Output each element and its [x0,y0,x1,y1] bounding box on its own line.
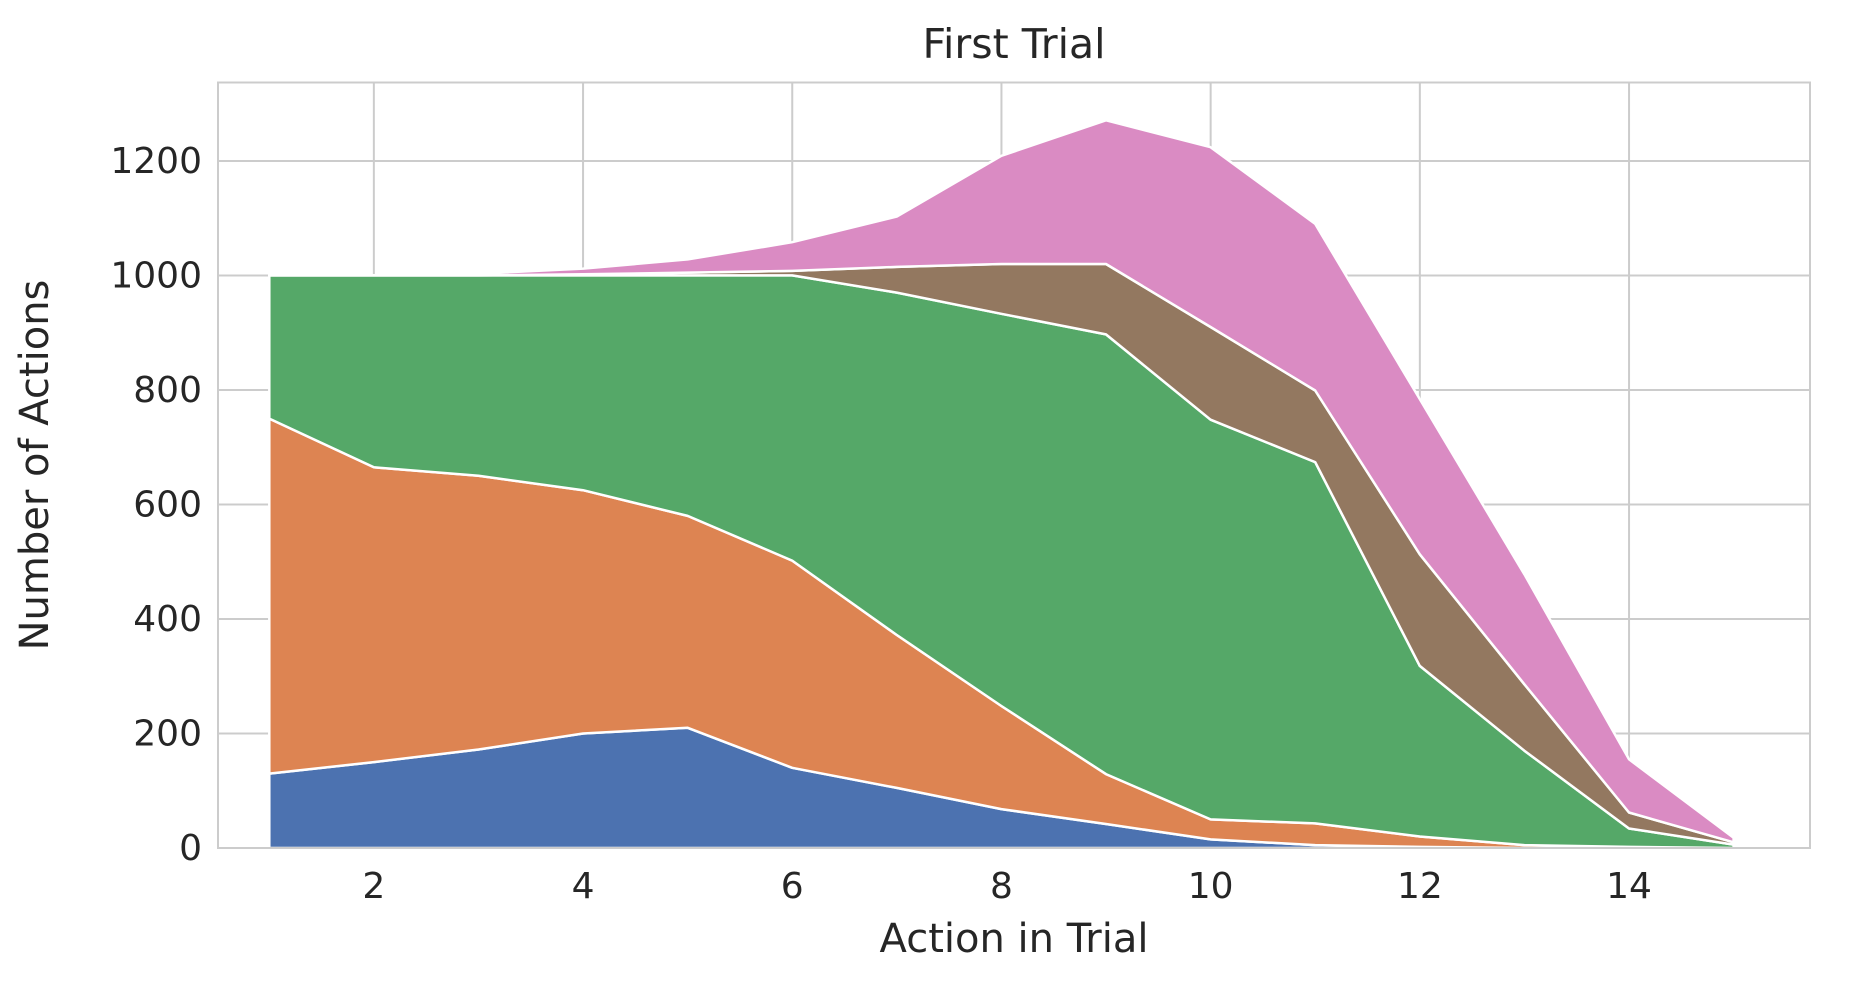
y-tick-label: 0 [179,828,202,869]
y-tick-label: 200 [133,713,202,754]
x-axis-label: Action in Trial [880,916,1149,962]
x-tick-label: 6 [781,866,804,907]
x-tick-label: 10 [1188,866,1234,907]
x-tick-label: 14 [1606,866,1652,907]
y-tick-label: 1000 [110,255,202,296]
y-axis-label: Number of Actions [12,280,58,651]
plot-border [217,81,1811,849]
x-tick-label: 4 [572,866,595,907]
x-tick-labels: 2 4 6 8 10 12 14 [362,866,1652,907]
x-tick-label: 2 [362,866,385,907]
y-tick-label: 400 [133,599,202,640]
x-tick-label: 12 [1397,866,1443,907]
y-tick-label: 1200 [110,141,202,182]
area-layer [268,119,1735,850]
x-tick-label: 8 [990,866,1013,907]
y-tick-labels: 0 200 400 600 800 1000 1200 [110,141,202,869]
y-tick-label: 800 [133,370,202,411]
chart-title: First Trial [922,20,1105,68]
area-pink [268,119,1735,844]
y-tick-label: 600 [133,484,202,525]
